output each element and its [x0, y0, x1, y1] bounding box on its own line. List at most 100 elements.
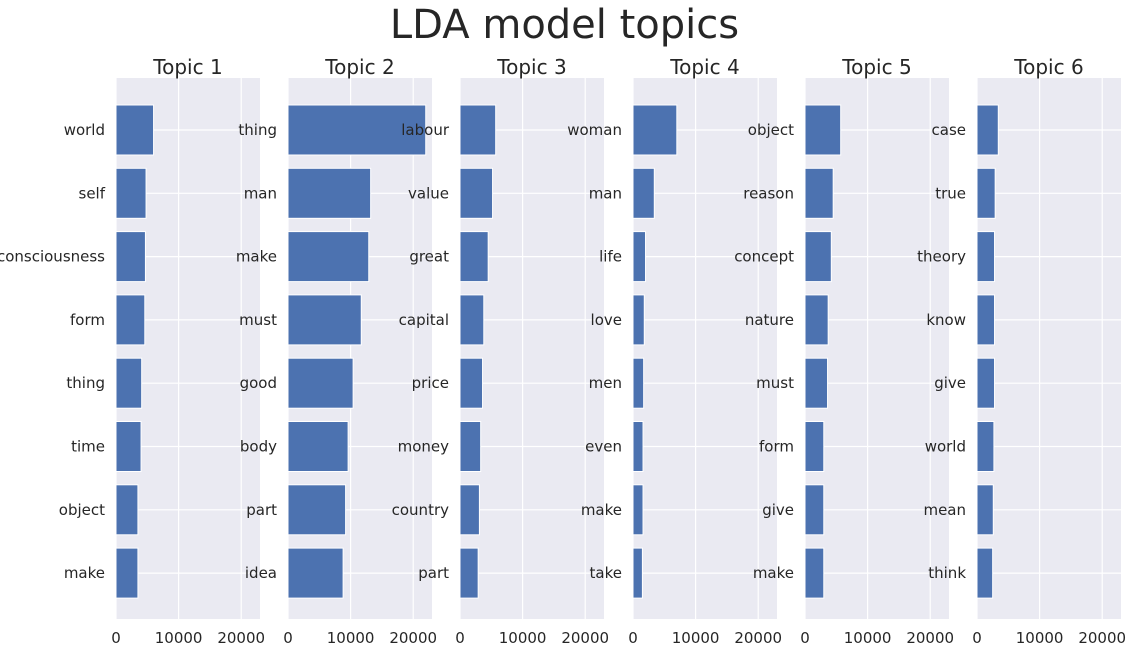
- bar-self: [115, 167, 147, 219]
- category-label: form: [70, 311, 105, 329]
- category-label: life: [599, 248, 622, 266]
- category-label: idea: [245, 564, 277, 582]
- bar-must: [287, 294, 362, 346]
- panel-background: [460, 78, 604, 619]
- x-tick-label: 0: [800, 629, 810, 647]
- bar-make: [287, 231, 370, 283]
- x-tick-label: 10000: [155, 629, 203, 647]
- x-tick-label: 20000: [217, 629, 265, 647]
- bar-good: [287, 357, 354, 409]
- bar-life: [632, 231, 647, 283]
- category-label: time: [71, 438, 105, 456]
- bar-body: [287, 421, 349, 472]
- category-label: country: [392, 501, 449, 519]
- category-label: love: [591, 311, 622, 329]
- bar-woman: [632, 104, 678, 156]
- bar-thing: [287, 104, 427, 156]
- topic-panel-6: case true theory know give world mean think 0 100…: [917, 55, 1126, 647]
- x-tick-label: 20000: [1078, 629, 1126, 647]
- x-tick-label: 10000: [499, 629, 547, 647]
- category-label: give: [762, 501, 794, 519]
- bar-must: [804, 357, 829, 409]
- category-label: take: [590, 564, 622, 582]
- category-label: man: [589, 184, 622, 202]
- topic-panel-5: object reason concept nature must form give mak…: [734, 55, 954, 647]
- panel-title: Topic 6: [1013, 55, 1083, 79]
- category-label: labour: [401, 121, 450, 139]
- category-label: form: [759, 438, 794, 456]
- x-tick-label: 0: [111, 629, 121, 647]
- panel-background: [977, 78, 1121, 619]
- topic-panel-3: labour value great capital price money country…: [392, 55, 609, 647]
- category-label: give: [934, 374, 966, 392]
- bar-money: [459, 421, 482, 472]
- bar-men: [632, 357, 645, 409]
- bar-mean: [976, 484, 994, 536]
- topic-panel-4: woman man life love men even make take 0 10000 200…: [567, 55, 782, 647]
- panel-background: [805, 78, 949, 619]
- panel-background: [633, 78, 777, 619]
- category-label: know: [926, 311, 966, 329]
- bar-nature: [804, 294, 829, 346]
- bar-part: [459, 547, 479, 599]
- x-tick-label: 20000: [389, 629, 437, 647]
- panel-title: Topic 1: [152, 55, 222, 79]
- category-label: mean: [923, 501, 966, 519]
- bar-idea: [287, 547, 344, 599]
- category-label: world: [925, 438, 966, 456]
- bar-even: [632, 421, 644, 472]
- topic-panel-1: world self consciousness form thing time objec…: [0, 55, 265, 647]
- bar-true: [976, 167, 996, 219]
- bar-part: [287, 484, 347, 536]
- bar-man: [632, 167, 655, 219]
- category-label: think: [928, 564, 966, 582]
- chart-title: LDA model topics: [389, 2, 740, 48]
- bar-price: [459, 357, 484, 409]
- category-label: must: [239, 311, 277, 329]
- category-label: body: [240, 438, 277, 456]
- category-label: world: [64, 121, 105, 139]
- category-label: thing: [66, 374, 105, 392]
- bar-form: [115, 294, 146, 346]
- category-label: even: [585, 438, 622, 456]
- panel-title: Topic 2: [324, 55, 394, 79]
- x-tick-label: 0: [628, 629, 638, 647]
- x-tick-label: 20000: [561, 629, 609, 647]
- bar-take: [632, 547, 643, 599]
- category-label: consciousness: [0, 248, 105, 266]
- category-label: good: [240, 374, 277, 392]
- x-tick-label: 20000: [734, 629, 782, 647]
- bar-capital: [459, 294, 485, 346]
- category-label: object: [59, 501, 105, 519]
- category-label: capital: [399, 311, 449, 329]
- bar-object: [804, 104, 842, 156]
- category-label: self: [79, 184, 106, 202]
- x-tick-label: 10000: [327, 629, 375, 647]
- bar-man: [287, 167, 372, 219]
- bar-value: [459, 167, 494, 219]
- bar-theory: [976, 231, 996, 283]
- bar-world: [115, 104, 155, 156]
- bar-love: [632, 294, 645, 346]
- panel-title: Topic 4: [669, 55, 739, 79]
- category-label: case: [932, 121, 966, 139]
- category-label: reason: [743, 184, 794, 202]
- bar-form: [804, 421, 825, 472]
- panel-background: [288, 78, 432, 619]
- bar-thing: [115, 357, 143, 409]
- bar-give: [976, 357, 996, 409]
- category-label: make: [581, 501, 622, 519]
- bar-think: [976, 547, 994, 599]
- category-label: object: [748, 121, 794, 139]
- x-tick-label: 0: [972, 629, 982, 647]
- category-label: make: [64, 564, 105, 582]
- panel-title: Topic 3: [496, 55, 566, 79]
- bar-make: [804, 547, 825, 599]
- category-label: nature: [745, 311, 794, 329]
- category-label: price: [412, 374, 449, 392]
- x-tick-label: 20000: [906, 629, 954, 647]
- bar-case: [976, 104, 999, 156]
- category-label: true: [935, 184, 966, 202]
- bar-consciousness: [115, 231, 146, 283]
- x-tick-label: 0: [455, 629, 465, 647]
